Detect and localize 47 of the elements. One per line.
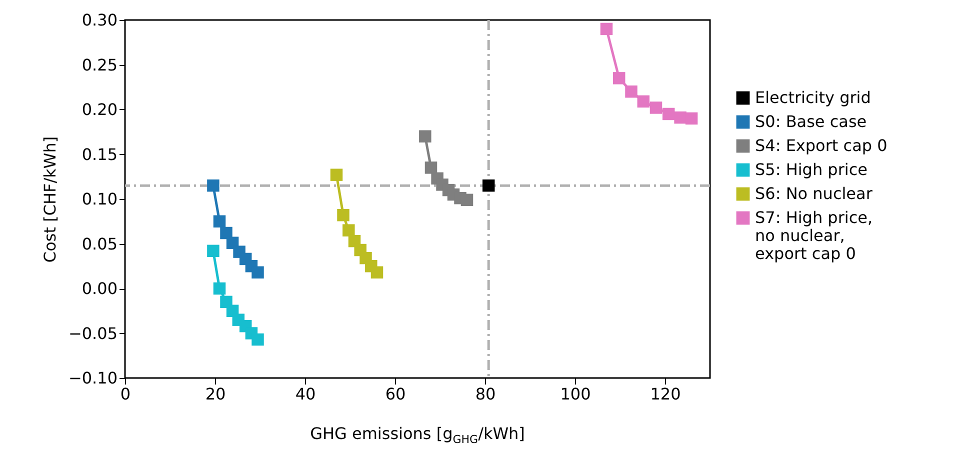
- point: [207, 179, 220, 192]
- y-tick-label: −0.05: [68, 324, 118, 343]
- y-tick-label: 0.15: [82, 144, 118, 164]
- point: [330, 168, 343, 181]
- point: [662, 108, 675, 120]
- y-tick-label: 0.05: [82, 234, 118, 254]
- legend-label: S6: No nuclear: [755, 184, 873, 203]
- point: [419, 130, 432, 142]
- point: [337, 208, 350, 222]
- legend-label: S0: Base case: [755, 112, 867, 131]
- x-tick-label: 20: [205, 384, 226, 404]
- point: [460, 194, 474, 206]
- point: [650, 102, 662, 114]
- x-tick-label: 120: [650, 384, 681, 404]
- x-axis-title: GHG emissions [g$_{GHG}$/kWh]: [309, 424, 526, 446]
- point: [685, 112, 698, 125]
- x-tick-label: 60: [385, 384, 406, 404]
- legend-label: S5: High price: [755, 160, 868, 179]
- x-tick-label: 80: [475, 384, 496, 404]
- point: [482, 179, 495, 192]
- y-tick-label: −0.10: [68, 368, 118, 388]
- y-tick-label: 0.25: [82, 55, 118, 74]
- y-tick-label: 0.30: [82, 10, 118, 30]
- y-tick-label: 0.00: [82, 279, 118, 298]
- point: [612, 72, 626, 84]
- point: [600, 22, 613, 36]
- point: [674, 111, 686, 124]
- y-tick-label: 0.20: [82, 100, 118, 119]
- x-tick-label: 0: [120, 384, 131, 404]
- legend-label: Electricity grid: [755, 88, 871, 107]
- point: [213, 282, 226, 295]
- point: [252, 266, 264, 279]
- point: [424, 162, 438, 174]
- point: [252, 333, 264, 346]
- legend-label: S4: Export cap 0: [755, 136, 888, 155]
- point: [220, 226, 232, 240]
- point: [213, 215, 226, 228]
- point: [625, 85, 638, 98]
- point: [370, 266, 384, 279]
- point: [207, 244, 220, 258]
- legend-label: S7: High price, no nuclear, export cap 0: [755, 208, 873, 263]
- y-axis-title: Cost [CHF/kWh]: [40, 136, 60, 263]
- point: [342, 224, 355, 236]
- point: [637, 95, 650, 108]
- x-tick-label: 40: [295, 384, 316, 404]
- y-tick-label: 0.10: [82, 190, 118, 208]
- x-tick-label: 100: [560, 384, 591, 404]
